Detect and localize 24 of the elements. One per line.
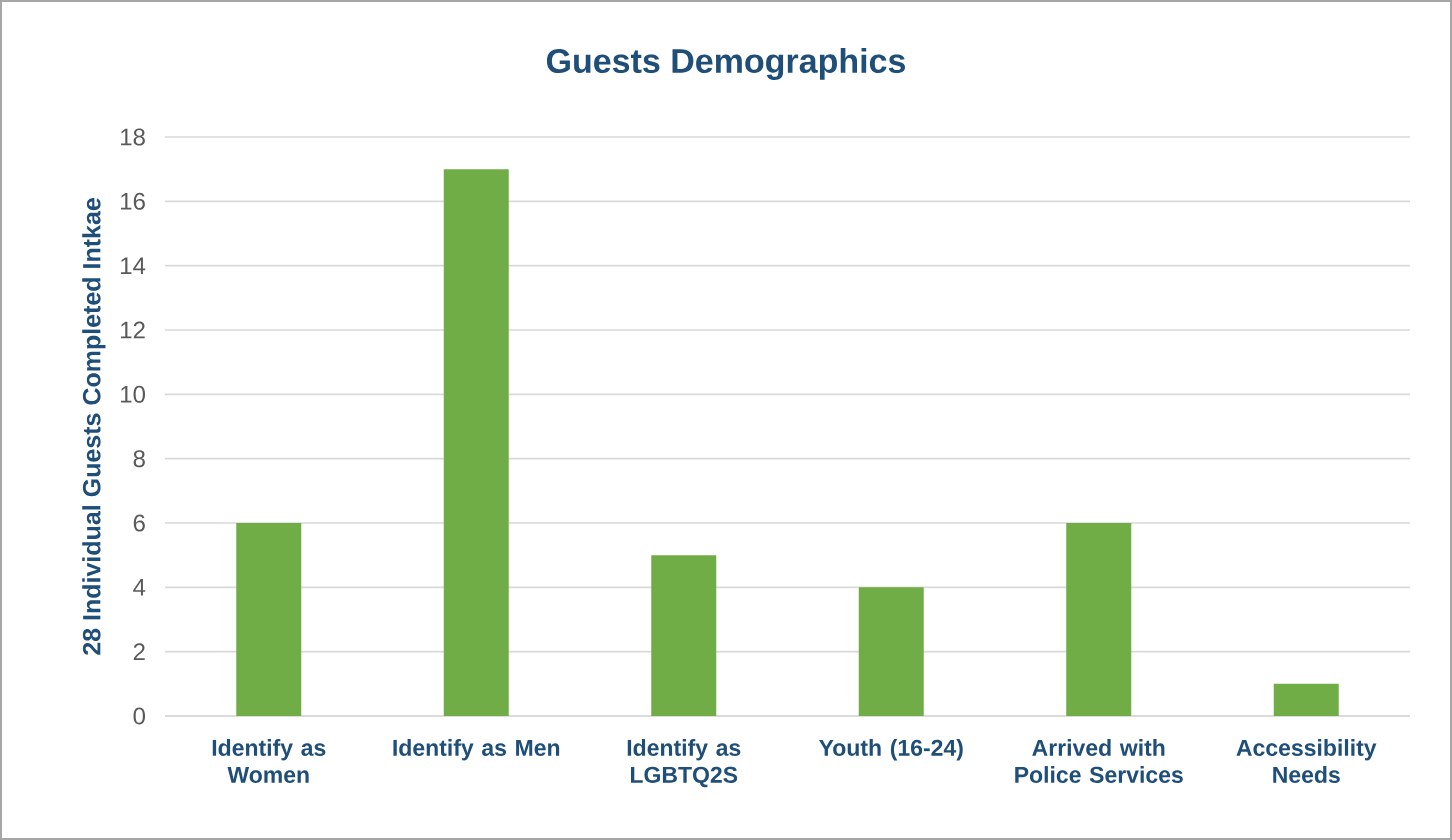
chart-title: Guests Demographics <box>546 48 905 80</box>
x-tick-label: Identify as Men <box>393 739 560 761</box>
x-tick-label: Youth (16-24) <box>819 739 963 761</box>
x-tick-label: Identify as Women <box>212 739 326 783</box>
y-tick-label: 16 <box>121 192 145 210</box>
bar <box>1066 522 1132 716</box>
y-tick-label: 10 <box>121 385 146 403</box>
bar <box>1273 683 1339 716</box>
y-tick-label: 6 <box>133 514 145 532</box>
bar <box>651 555 717 716</box>
bar <box>236 522 302 716</box>
y-tick-label: 0 <box>133 707 146 725</box>
x-tick-label: Identify as LGBTQ2S <box>627 739 741 788</box>
y-tick-label: 18 <box>121 128 145 146</box>
y-tick-label: 14 <box>121 257 146 274</box>
x-tick-label: Arrived with Police Services <box>1015 739 1183 783</box>
bar <box>443 169 509 716</box>
y-tick-label: 12 <box>121 321 145 339</box>
bar <box>858 587 924 716</box>
y-tick-label: 4 <box>133 579 146 596</box>
y-tick-label: 2 <box>133 643 145 661</box>
x-tick-label: Accessibility Needs <box>1236 739 1377 783</box>
y-tick-label: 8 <box>133 450 145 468</box>
y-axis-title: 28 Individual Guests Completed Intkae <box>82 198 106 655</box>
